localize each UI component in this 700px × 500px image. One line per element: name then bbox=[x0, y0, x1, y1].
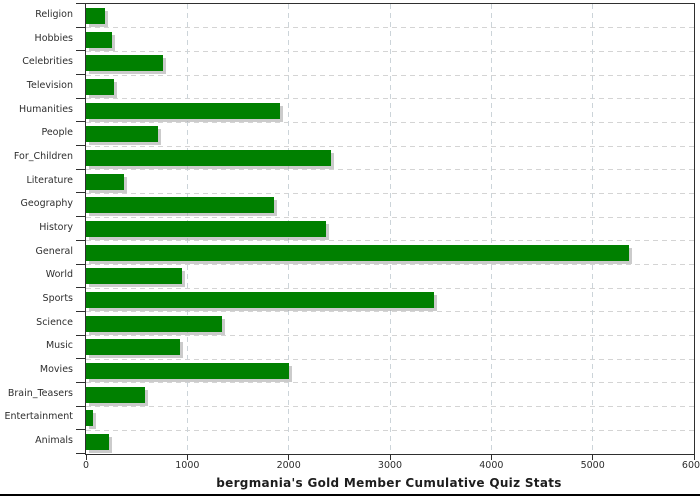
bar-sports bbox=[86, 292, 434, 309]
y-axis-tick bbox=[76, 3, 86, 4]
bar-brain_teasers bbox=[86, 386, 145, 403]
y-axis-tick bbox=[76, 145, 86, 147]
category-label: Celebrities bbox=[22, 56, 73, 68]
category-label: For_Children bbox=[13, 150, 73, 162]
y-axis-tick bbox=[76, 192, 86, 194]
category-label: People bbox=[41, 127, 73, 139]
bottom-divider-line bbox=[0, 494, 700, 496]
category-label: Movies bbox=[39, 364, 73, 376]
plot-area bbox=[85, 3, 695, 455]
y-axis-tick bbox=[76, 239, 86, 241]
bar-humanities bbox=[86, 102, 280, 119]
bar-science bbox=[86, 315, 222, 332]
x-axis-tick-label: 3000 bbox=[377, 460, 403, 471]
y-axis-tick bbox=[76, 334, 86, 336]
category-label: Humanities bbox=[18, 103, 73, 115]
bar-hobbies bbox=[86, 31, 113, 48]
x-axis-tick bbox=[288, 455, 290, 460]
bar-religion bbox=[86, 7, 106, 24]
x-axis-tick-label: 1000 bbox=[175, 460, 200, 471]
bar-movies bbox=[86, 363, 289, 380]
category-label: General bbox=[35, 245, 73, 257]
category-label: Literature bbox=[26, 174, 73, 186]
x-axis-tick bbox=[389, 455, 391, 460]
y-axis-tick bbox=[76, 50, 86, 52]
y-axis-tick bbox=[76, 310, 86, 312]
x-axis-tick-label: 2000 bbox=[276, 460, 301, 471]
bar-celebrities bbox=[86, 55, 163, 72]
bar-music bbox=[86, 339, 181, 356]
vertical-gridline bbox=[592, 4, 594, 454]
x-axis-tick bbox=[693, 455, 695, 460]
x-axis-tick-label: 4000 bbox=[479, 460, 504, 471]
y-axis-tick bbox=[76, 405, 86, 407]
bar-world bbox=[86, 268, 183, 285]
x-axis-tick-label: 6000 bbox=[681, 460, 700, 471]
y-axis-tick bbox=[76, 381, 86, 383]
y-axis-tick bbox=[76, 168, 86, 170]
vertical-gridline bbox=[389, 4, 391, 454]
y-axis-tick bbox=[76, 26, 86, 28]
x-axis-tick-label: 5000 bbox=[580, 460, 605, 471]
category-label: Animals bbox=[35, 435, 73, 447]
y-axis-tick bbox=[76, 263, 86, 265]
y-axis-tick bbox=[76, 216, 86, 218]
category-label: Hobbies bbox=[34, 32, 73, 44]
y-axis-tick bbox=[76, 358, 86, 360]
category-label: World bbox=[45, 269, 73, 281]
bar-history bbox=[86, 221, 327, 237]
category-label: History bbox=[39, 222, 73, 233]
y-axis-tick bbox=[76, 429, 86, 431]
category-label: Science bbox=[36, 316, 73, 328]
bar-geography bbox=[86, 197, 274, 214]
y-axis-tick bbox=[76, 287, 86, 289]
category-label: Television bbox=[26, 79, 73, 91]
bar-animals bbox=[86, 434, 110, 451]
x-axis-tick-label: 0 bbox=[82, 460, 90, 471]
category-label: Entertainment bbox=[4, 411, 73, 423]
y-axis-tick bbox=[76, 453, 86, 454]
x-axis-tick bbox=[186, 455, 188, 460]
y-axis-tick bbox=[76, 97, 86, 99]
y-axis-tick bbox=[76, 121, 86, 123]
bar-for_children bbox=[86, 149, 331, 166]
bar-television bbox=[86, 78, 115, 95]
y-axis-tick bbox=[76, 74, 86, 76]
category-label: Religion bbox=[35, 8, 73, 20]
bar-entertainment bbox=[86, 410, 94, 427]
category-label: Geography bbox=[20, 198, 73, 210]
bar-general bbox=[86, 244, 630, 261]
category-label: Sports bbox=[42, 293, 73, 305]
x-axis-tick bbox=[490, 455, 492, 460]
bar-people bbox=[86, 126, 158, 143]
vertical-gridline bbox=[490, 4, 492, 454]
x-axis-tick bbox=[592, 455, 594, 460]
category-label: Brain_Teasers bbox=[7, 387, 73, 399]
bar-literature bbox=[86, 173, 124, 190]
x-axis-tick bbox=[85, 455, 87, 460]
category-label: Music bbox=[45, 340, 73, 352]
chart-title: bergmania's Gold Member Cumulative Quiz … bbox=[216, 476, 562, 490]
